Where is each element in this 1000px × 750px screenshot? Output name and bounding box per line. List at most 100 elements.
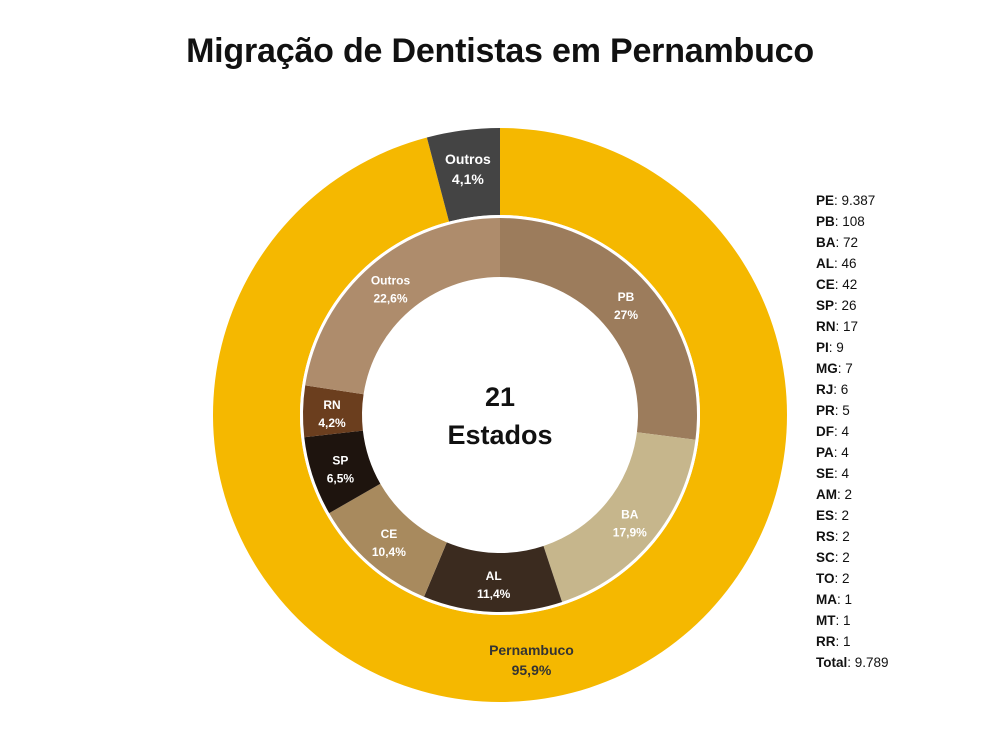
inner-slice-rn [303,385,364,438]
legend-separator: : [833,445,842,460]
legend-key: DF [816,424,834,439]
legend-separator: : [835,235,844,250]
legend-key: AL [816,256,834,271]
legend-value: 2 [842,571,850,586]
legend-separator: : [835,319,844,334]
legend-separator: : [837,487,845,502]
legend-key: ES [816,508,835,523]
legend-separator: : [834,214,843,229]
legend-value: 7 [845,361,853,376]
legend-separator: : [834,193,842,208]
legend-separator: : [834,277,843,292]
inner-percent-ce: 10,4% [372,545,406,559]
legend-value: 9.789 [854,655,889,670]
inner-label-ba: BA [621,508,639,522]
legend-value: 1 [843,613,851,628]
legend-separator: : [847,655,855,670]
legend-row-sc: SC: 2 [816,547,889,568]
inner-percent-sp: 6,5% [327,471,355,485]
legend-row-rs: RS: 2 [816,526,889,547]
legend-row-ma: MA: 1 [816,589,889,610]
legend-separator: : [834,403,843,418]
legend-separator: : [837,592,845,607]
legend-key: AM [816,487,837,502]
legend-row-ce: CE: 42 [816,274,889,295]
legend-separator: : [834,256,842,271]
legend-value: 4 [841,466,850,481]
legend-key: PA [816,445,834,460]
legend-key: MT [816,613,836,628]
inner-percent-outros: 22,6% [373,292,407,306]
inner-slice-ba [543,432,696,602]
legend-value: 108 [842,214,865,229]
inner-slice-sp [304,430,381,514]
legend-value: 42 [842,277,858,292]
center-text: 21 Estados [400,378,600,454]
inner-percent-ba: 17,9% [613,526,647,540]
legend-row-pb: PB: 108 [816,211,889,232]
legend-key: TO [816,571,835,586]
outer-label-pernambuco: Pernambuco [489,642,574,658]
legend: PE: 9.387 PB: 108 BA: 72 AL: 46 CE: 42 SP: 26… [816,190,889,673]
legend-separator: : [834,550,843,565]
legend-row-mt: MT: 1 [816,610,889,631]
legend-row-total: Total: 9.789 [816,652,889,673]
legend-key: RS [816,529,835,544]
inner-label-sp: SP [332,453,348,467]
outer-slice-outros [426,128,500,222]
inner-slice-al [424,542,563,612]
legend-value: 2 [841,508,850,523]
inner-label-al: AL [486,569,502,583]
legend-row-pi: PI: 9 [816,337,889,358]
legend-row-mg: MG: 7 [816,358,889,379]
outer-slice-pernambuco [212,128,787,702]
legend-key: CE [816,277,835,292]
inner-label-rn: RN [323,398,340,412]
legend-separator: : [833,382,841,397]
legend-row-to: TO: 2 [816,568,889,589]
legend-key: Total [816,655,848,670]
legend-separator: : [834,529,843,544]
legend-value: 2 [844,487,853,502]
legend-value: 5 [842,403,850,418]
legend-row-ba: BA: 72 [816,232,889,253]
legend-row-rr: RR: 1 [816,631,889,652]
legend-row-df: DF: 4 [816,421,889,442]
legend-separator: : [835,634,844,649]
inner-ring [303,218,697,612]
inner-percent-pb: 27% [614,308,638,322]
inner-slice-outros [305,218,500,395]
legend-row-pe: PE: 9.387 [816,190,889,211]
slice-labels: Pernambuco 95,9% Outros 4,1% PB 27% BA 17,9% AL 1… [318,151,647,678]
legend-value: 9 [836,340,844,355]
legend-separator: : [834,466,842,481]
inner-slice-ce [329,483,447,597]
legend-key: PB [816,214,835,229]
chart-title: Migração de Dentistas em Pernambuco [186,32,814,70]
outer-percent-outros: 4,1% [452,171,484,187]
outer-percent-pernambuco: 95,9% [512,662,552,678]
legend-row-al: AL: 46 [816,253,889,274]
legend-value: 2 [842,529,850,544]
legend-value: 9.387 [841,193,876,208]
inner-label-outros: Outros [371,274,411,288]
legend-separator: : [834,424,842,439]
legend-key: PI [816,340,829,355]
legend-row-se: SE: 4 [816,463,889,484]
legend-value: 1 [843,634,851,649]
center-caption: Estados [447,420,553,450]
inner-percent-rn: 4,2% [318,416,346,430]
legend-separator: : [834,298,842,313]
legend-value: 2 [842,550,850,565]
legend-key: SP [816,298,835,313]
legend-value: 17 [843,319,859,334]
legend-separator: : [837,361,846,376]
legend-key: SC [816,550,835,565]
inner-slice-pb [500,218,697,440]
legend-value: 46 [841,256,857,271]
legend-key: RJ [816,382,834,397]
outer-label-outros: Outros [445,151,491,167]
inner-percent-al: 11,4% [477,587,511,601]
legend-key: PR [816,403,835,418]
